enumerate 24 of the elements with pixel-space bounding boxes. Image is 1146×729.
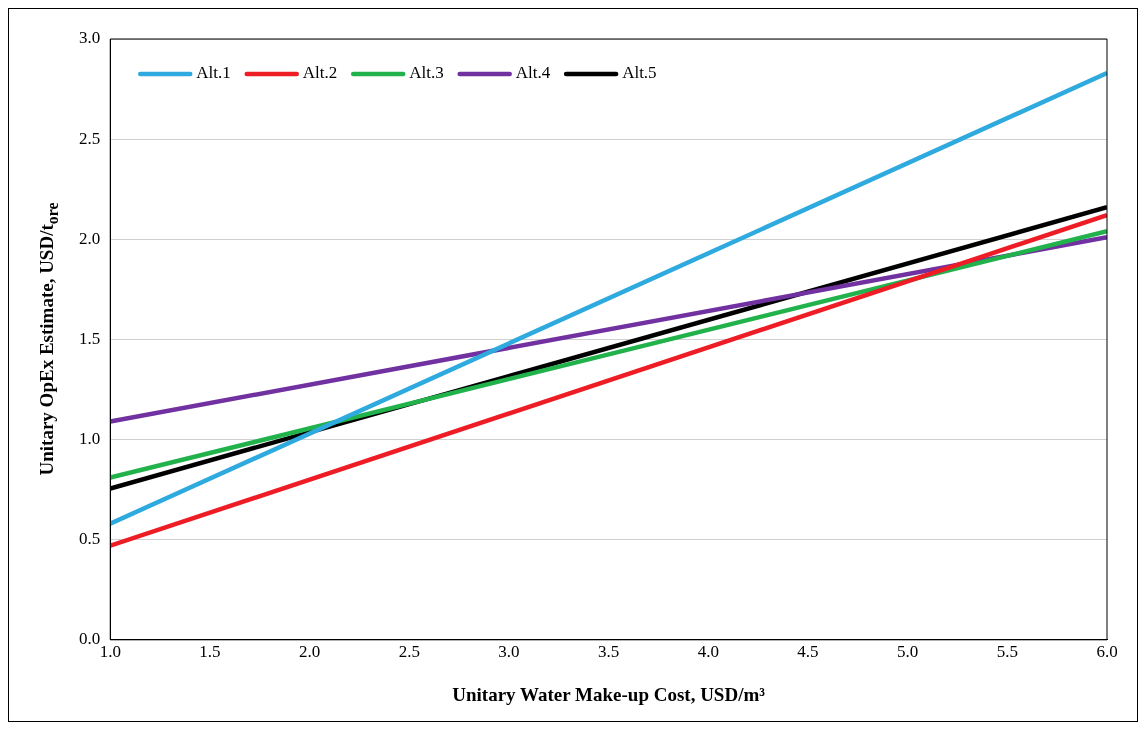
x-tick-label: 1.0 — [99, 642, 121, 662]
x-tick-label: 4.5 — [797, 642, 819, 662]
legend-label: Alt.3 — [409, 63, 444, 83]
x-tick-label: 2.5 — [398, 642, 420, 662]
x-tick-label: 6.0 — [1096, 642, 1118, 662]
x-axis-title: Unitary Water Make-up Cost, USD/m³ — [452, 683, 766, 705]
x-tick-label: 5.5 — [996, 642, 1018, 662]
y-tick-label: 0.5 — [79, 529, 101, 549]
x-tick-label: 3.5 — [598, 642, 620, 662]
x-tick-label: 5.0 — [897, 642, 919, 662]
y-tick-label: 2.5 — [79, 128, 101, 148]
legend-label: Alt.5 — [622, 63, 657, 83]
x-tick-label: 2.0 — [298, 642, 321, 662]
y-tick-label: 1.5 — [79, 328, 101, 348]
y-tick-label: 0.0 — [79, 629, 101, 649]
y-tick-label: 3.0 — [79, 28, 101, 48]
y-tick-label: 1.0 — [79, 429, 101, 448]
x-tick-label: 1.5 — [199, 642, 221, 662]
x-tick-label: 4.0 — [697, 642, 719, 662]
legend-label: Alt.2 — [302, 63, 338, 83]
x-tick-label: 3.0 — [498, 642, 520, 662]
legend-label: Alt.4 — [515, 63, 551, 83]
y-tick-label: 2.0 — [79, 228, 101, 248]
legend-label: Alt.1 — [196, 63, 231, 83]
